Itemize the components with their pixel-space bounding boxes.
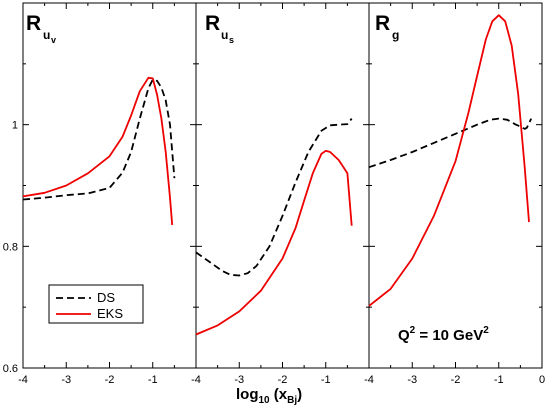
panel-1-series-ds	[22, 78, 176, 201]
panel-title-2-main: R	[205, 12, 220, 35]
xlabel-paren-open: (x	[270, 386, 288, 403]
x-tick-label: -4	[18, 374, 28, 386]
xlabel-base: 10	[259, 395, 271, 406]
panels-group: -4 -3 -2 -1 -4 -3 -2 -1 -4 -3 -2 -1 0	[18, 2, 545, 386]
panel-title-2-sub: u	[221, 28, 228, 42]
panel-title-3-main: R	[375, 12, 390, 35]
x-tick-label: -2	[278, 374, 288, 386]
panel-title-3: R g	[375, 12, 399, 42]
panel-3-frame	[368, 2, 543, 369]
panel-2: -4 -3 -2 -1	[191, 2, 370, 386]
xlabel-paren-close: )	[297, 386, 302, 403]
panel-2-series-ds	[195, 118, 353, 277]
x-tick-label: -1	[148, 374, 158, 386]
legend-eks-label: EKS	[97, 306, 123, 321]
x-tick-label: 0	[539, 374, 545, 386]
annot-q: Q	[398, 327, 410, 344]
x-tick-label: -1	[494, 374, 504, 386]
xlabel-log: log	[236, 386, 259, 403]
annot-eq: = 10 GeV	[415, 327, 483, 344]
x-tick-label: -3	[61, 374, 71, 386]
panel-2-frame	[195, 2, 370, 369]
x-tick-label: -1	[321, 374, 331, 386]
q2-annotation-text: Q2 = 10 GeV2	[398, 325, 489, 344]
panel-1: -4 -3 -2 -1	[18, 2, 197, 386]
x-axis-label-text: log10 (xBj)	[236, 386, 302, 406]
panel-3: -4 -3 -2 -1 0	[364, 2, 545, 386]
panel-2-series-eks	[195, 149, 353, 336]
x-tick-label: -3	[234, 374, 244, 386]
legend: DS EKS	[48, 284, 144, 324]
annot-gev-exp: 2	[483, 325, 489, 336]
y-axis: 0.6 0.8 1	[3, 120, 18, 375]
xlabel-bj: Bj	[287, 395, 297, 406]
y-tick-label: 0.6	[3, 363, 18, 375]
x-axis-label: log10 (xBj)	[236, 386, 302, 406]
x-tick-label: -2	[451, 374, 461, 386]
panel-title-3-sub: g	[392, 28, 399, 42]
x-tick-label: -4	[191, 374, 201, 386]
panel-title-1-main: R	[26, 12, 41, 35]
panel-3-series-eks	[368, 14, 530, 307]
panel-title-1-sub: u	[43, 28, 50, 42]
q2-annotation: Q2 = 10 GeV2	[398, 325, 489, 344]
x-tick-label: -3	[407, 374, 417, 386]
x-tick-label: -2	[105, 374, 115, 386]
legend-box	[48, 284, 144, 324]
x-tick-label: -4	[364, 374, 374, 386]
y-tick-label: 1	[12, 120, 18, 132]
panel-title-1: R u v	[26, 12, 56, 45]
panel-3-series-ds	[368, 117, 533, 169]
panel-1-series-eks	[22, 76, 174, 226]
annot-q-exp: 2	[410, 325, 416, 336]
panel-title-2-subsub: s	[229, 35, 234, 45]
panel-title-1-subsub: v	[51, 35, 56, 45]
panel-title-2: R u s	[205, 12, 234, 45]
legend-ds-label: DS	[97, 290, 115, 305]
y-tick-label: 0.8	[3, 241, 18, 253]
